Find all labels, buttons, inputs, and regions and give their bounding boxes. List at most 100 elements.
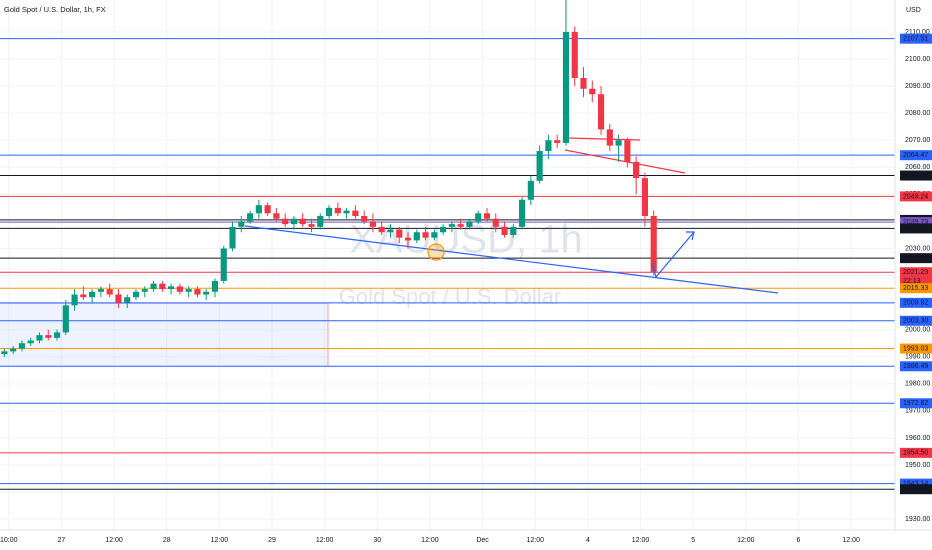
grid: [0, 0, 895, 530]
x-tick-label: 12:00: [526, 537, 544, 544]
price-tag-label: 1972.82: [903, 400, 928, 407]
price-tag: [900, 478, 932, 489]
price-tag-label: 1941.07: [903, 486, 928, 493]
y-tick-label: 2090.00: [905, 83, 930, 90]
price-tag: [900, 217, 932, 228]
candle-body: [53, 332, 61, 338]
x-tick-label: 30: [373, 537, 381, 544]
candle-body: [45, 335, 52, 338]
candle-body: [334, 207, 341, 214]
price-tag-label: 2009.92: [903, 300, 928, 307]
countdown: 22:13: [903, 278, 921, 285]
candle-body: [229, 226, 236, 249]
candle-body: [448, 224, 455, 227]
candle-body: [150, 283, 157, 290]
candle-body: [176, 286, 183, 292]
candle-body: [317, 216, 324, 227]
range-box: [0, 303, 328, 366]
candle-body: [80, 294, 87, 298]
candle-body: [62, 305, 69, 333]
price-tag: [900, 267, 932, 287]
price-tag-label: 2064.47: [903, 152, 928, 159]
neckline: [567, 137, 641, 141]
x-tick-label: 12:00: [842, 537, 860, 544]
candle-body: [510, 226, 517, 235]
candle-body: [220, 248, 227, 281]
candle-body: [633, 161, 640, 179]
price-tag-label: 2003.30: [903, 318, 928, 325]
price-tag-label: 1943.14: [903, 480, 928, 487]
candle-body: [369, 221, 376, 227]
candle-body: [247, 213, 254, 222]
x-tick-label: 12:00: [632, 537, 650, 544]
candle-body: [89, 291, 96, 298]
candle-body: [141, 289, 148, 292]
x-tick-label: 6: [797, 537, 801, 544]
price-tag: [900, 315, 932, 326]
candle-body: [527, 180, 534, 200]
candle-body: [211, 280, 219, 292]
price-tag: [900, 361, 932, 372]
candle-body: [431, 232, 438, 238]
x-tick-label: 28: [163, 537, 171, 544]
x-tick-label: 12:00: [421, 537, 439, 544]
candle-body: [475, 213, 482, 222]
candle-body: [168, 286, 175, 290]
price-tag: [900, 33, 932, 44]
candle-body: [624, 140, 631, 162]
watermark: XAUUSD, 1h: [349, 218, 582, 262]
candle-body: [519, 199, 526, 227]
y-tick-label: 2080.00: [905, 110, 930, 117]
candle-body: [457, 224, 464, 227]
candle-body: [413, 232, 420, 241]
y-tick-label: 2000.00: [905, 327, 930, 334]
y-tick-label: 1960.00: [905, 435, 930, 442]
watermark-subtitle: Gold Spot / U.S. Dollar: [339, 284, 562, 309]
candle-body: [492, 218, 499, 227]
candle-body: [352, 210, 359, 217]
y-tick-label: 1930.00: [905, 516, 930, 523]
x-tick-label: 4: [586, 537, 590, 544]
candle-body: [132, 291, 140, 298]
candle-body: [597, 94, 605, 130]
candle-body: [194, 289, 201, 295]
candle-body: [325, 207, 333, 217]
candle-body: [97, 289, 104, 292]
price-tag-label: 2107.51: [903, 36, 928, 43]
candle-body: [589, 88, 596, 95]
axes: 1930.001940.001950.001960.001970.001980.…: [0, 29, 932, 544]
candle-body: [483, 213, 491, 219]
candle-body: [650, 216, 657, 273]
candle-body: [536, 151, 543, 181]
candle-body: [580, 77, 587, 89]
price-tag-label: 1954.50: [903, 450, 928, 457]
price-tag-label: 2021.23: [903, 269, 928, 276]
candle-body: [404, 237, 412, 241]
candle-body: [159, 283, 166, 290]
candle-body: [308, 224, 315, 227]
y-tick-label: 1970.00: [905, 408, 930, 415]
price-tag: [900, 283, 932, 294]
price-tag: [900, 150, 932, 161]
price-tag: [900, 447, 932, 458]
y-tick-label: 2110.00: [905, 29, 930, 36]
price-tag: [900, 297, 932, 308]
x-tick-label: 12:00: [211, 537, 229, 544]
candle-body: [466, 221, 473, 227]
candles: [1, 0, 657, 357]
price-tag: [900, 223, 932, 234]
candle-body: [615, 140, 622, 146]
projection-arrow: [651, 231, 695, 279]
candle-body: [115, 294, 122, 303]
x-tick-label: 12:00: [737, 537, 755, 544]
candle-body: [71, 294, 78, 306]
candle-body: [1, 351, 8, 355]
x-tick-label: Dec: [476, 537, 489, 544]
candle-body: [18, 343, 26, 349]
candle-body: [185, 289, 192, 292]
candle-body: [106, 289, 113, 295]
candle-body: [606, 129, 613, 146]
y-tick-label: 1990.00: [905, 354, 930, 361]
candle-body: [273, 213, 280, 219]
marker-circle: [427, 243, 445, 261]
